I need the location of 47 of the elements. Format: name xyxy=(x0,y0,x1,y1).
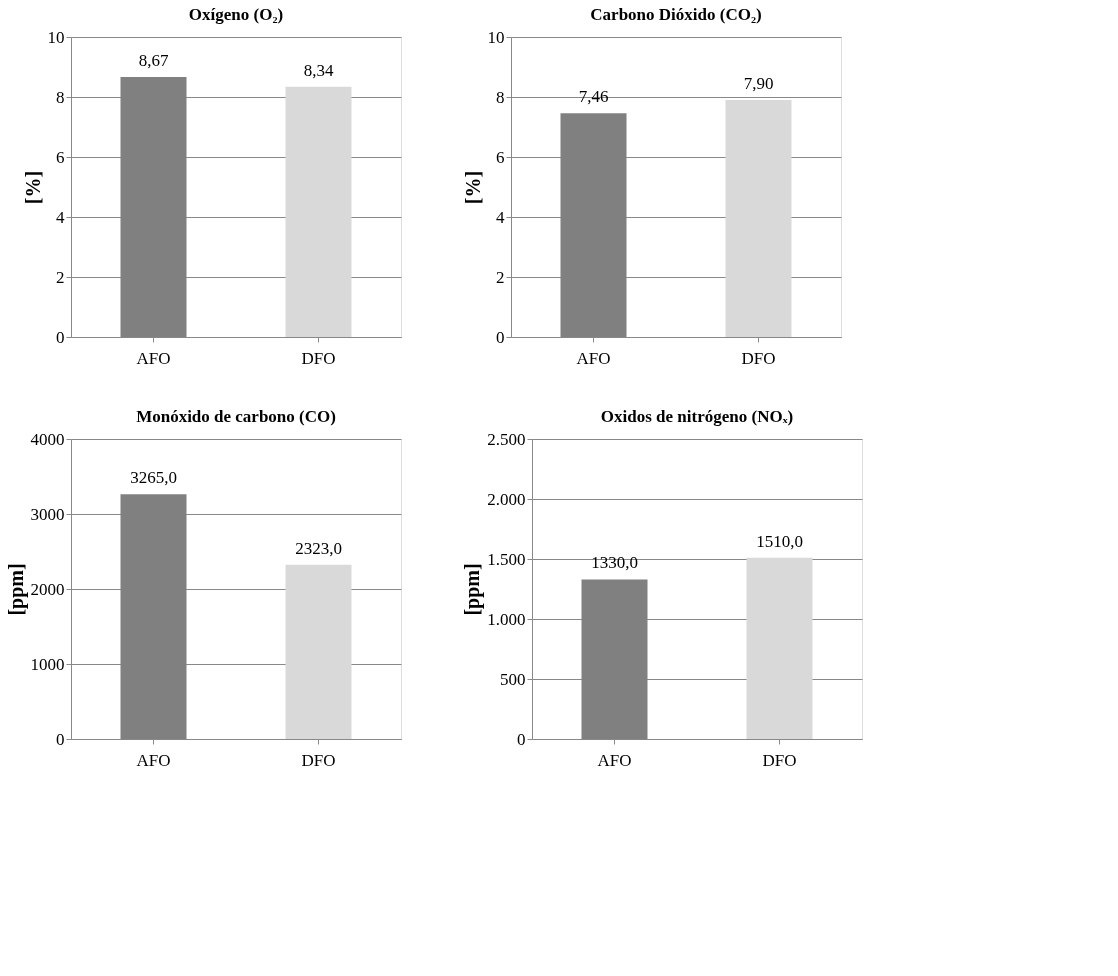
y-axis-title: [ppm] xyxy=(4,563,28,616)
y-tick-label: 4 xyxy=(56,207,65,227)
y-tick-label: 8 xyxy=(56,87,65,107)
x-tick-label: AFO xyxy=(136,750,171,770)
y-axis-title: [%] xyxy=(21,170,44,205)
y-axis-title: [%] xyxy=(461,170,484,205)
data-label: 2323,0 xyxy=(295,538,342,558)
y-tick-label: 10 xyxy=(487,27,505,47)
y-tick-label: 2 xyxy=(496,267,505,287)
y-tick-label: 0 xyxy=(496,327,505,347)
data-label: 7,90 xyxy=(743,74,774,93)
y-tick-label: 8 xyxy=(496,87,505,107)
y-tick-label: 2000 xyxy=(30,579,65,599)
data-label: 8,34 xyxy=(303,60,334,80)
y-tick-label: 2.500 xyxy=(487,429,526,449)
y-tick-label: 1.500 xyxy=(487,549,526,569)
y-tick-label: 4 xyxy=(496,207,505,227)
chart-title: Carbono Dióxido (CO₂) xyxy=(590,5,762,24)
data-label: 8,67 xyxy=(138,50,169,70)
x-tick-label: DFO xyxy=(301,750,336,770)
y-tick-label: 6 xyxy=(56,147,65,167)
y-tick-label: 10 xyxy=(47,27,65,47)
data-label: 7,46 xyxy=(578,87,609,107)
data-label: 3265,0 xyxy=(130,468,177,488)
y-tick-label: 0 xyxy=(56,327,65,347)
y-tick-label: 3000 xyxy=(30,504,65,524)
y-tick-label: 0 xyxy=(56,729,65,749)
x-tick-label: DFO xyxy=(762,750,797,770)
y-tick-label: 500 xyxy=(500,669,526,689)
y-tick-label: 1000 xyxy=(30,654,65,674)
chart-title: Oxidos de nitrógeno (NOₓ) xyxy=(600,407,794,426)
y-axis-title: [ppm] xyxy=(461,563,485,616)
x-tick-label: AFO xyxy=(136,348,171,368)
y-tick-label: 6 xyxy=(496,147,505,167)
chart-title: Oxígeno (O₂) xyxy=(188,5,284,24)
x-tick-label: DFO xyxy=(741,348,776,368)
y-tick-label: 2 xyxy=(56,267,65,287)
x-tick-label: AFO xyxy=(576,348,611,368)
data-label: 1510,0 xyxy=(756,531,803,551)
y-tick-label: 1.000 xyxy=(487,609,526,629)
chart-title: Monóxido de carbono (CO) xyxy=(136,407,336,426)
x-tick-label: AFO xyxy=(597,750,632,770)
y-tick-label: 4000 xyxy=(30,429,65,449)
x-tick-label: DFO xyxy=(301,348,336,368)
data-label: 1330,0 xyxy=(591,553,638,573)
y-tick-label: 0 xyxy=(517,729,526,749)
y-tick-label: 2.000 xyxy=(487,489,526,509)
